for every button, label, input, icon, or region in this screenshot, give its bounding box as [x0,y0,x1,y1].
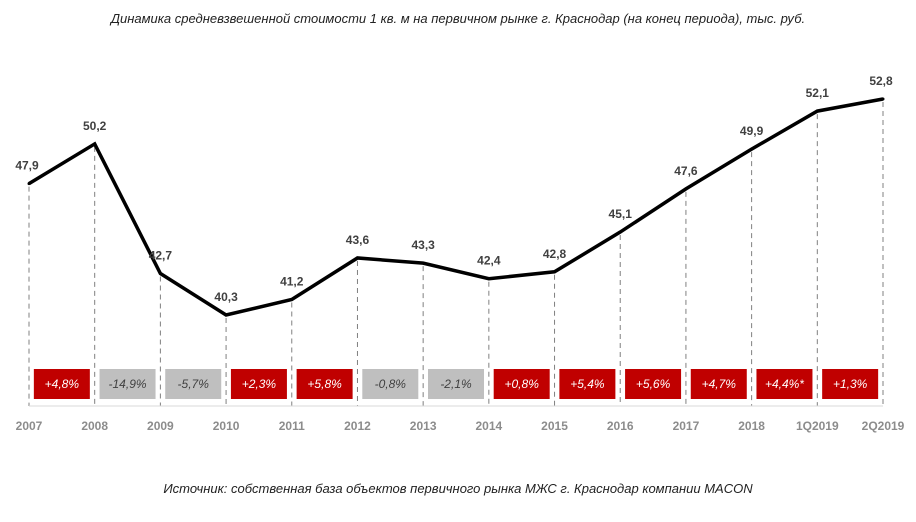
x-tick-2007: 2007 [16,419,43,433]
change-label: +4,8% [45,377,80,391]
value-label-2013: 43,3 [411,238,435,252]
value-label-2017: 47,6 [674,164,698,178]
value-label-2010: 40,3 [214,290,238,304]
value-label-2012: 43,6 [346,233,370,247]
data-point-2011 [290,297,294,301]
x-tick-2011: 2011 [279,419,305,433]
change-label: +4,7% [702,377,737,391]
x-tick-2016: 2016 [607,419,634,433]
x-tick-2Q2019: 2Q2019 [862,419,905,433]
change-label: -0,8% [375,377,407,391]
value-label-2016: 45,1 [609,207,633,221]
value-label-2009: 42,7 [149,249,173,263]
value-label-2008: 50,2 [83,119,107,133]
value-label-2Q2019: 52,8 [869,74,893,88]
x-tick-2009: 2009 [147,419,174,433]
x-tick-2010: 2010 [213,419,240,433]
chart-title: Динамика средневзвешенной стоимости 1 кв… [110,11,806,26]
change-box [690,369,747,399]
change-label: +5,4% [570,377,605,391]
change-box [230,369,287,399]
change-label: +4,4%* [765,377,804,391]
x-tick-2015: 2015 [541,419,568,433]
change-label: +2,3% [242,377,277,391]
x-tick-2012: 2012 [344,419,371,433]
value-label-2007: 47,9 [15,159,39,173]
change-box [625,369,682,399]
change-label: +5,6% [636,377,671,391]
change-box [756,369,813,399]
change-label: +1,3% [833,377,868,391]
guide-lines [28,102,884,406]
data-point-1Q2019 [815,109,819,113]
x-tick-2008: 2008 [81,419,108,433]
x-tick-labels: 2007 2008 2009 2010 2011 2012 2013 2014 2015 2016… [16,419,905,433]
x-tick-2017: 2017 [673,419,700,433]
change-box [296,369,353,399]
value-label-2015: 42,8 [543,247,567,261]
series-line [28,97,884,317]
change-box [362,369,419,399]
change-box [428,369,484,399]
value-label-1Q2019: 52,1 [806,86,830,100]
change-box [99,369,156,399]
data-point-2013 [421,261,425,265]
data-point-2017 [684,187,688,191]
change-box [559,369,616,399]
data-point-2018 [750,147,754,151]
change-label: -5,7% [178,377,210,391]
change-box [493,369,550,399]
x-tick-2014: 2014 [475,419,502,433]
data-point-2007 [27,182,31,186]
change-label: +0,8% [505,377,540,391]
chart-source: Источник: собственная база объектов перв… [163,481,753,496]
value-labels: 47,9 50,2 42,7 40,3 41,2 43,6 43,3 42,4 42,8 45,1… [15,74,893,304]
change-box [822,369,879,399]
change-label: -14,9% [109,377,147,391]
change-box [165,369,222,399]
x-tick-2018: 2018 [738,419,765,433]
data-point-2Q2019 [881,97,885,101]
change-box [33,369,90,399]
value-label-2011: 41,2 [280,274,304,288]
value-label-2018: 49,9 [740,124,764,138]
change-label: -2,1% [440,377,472,391]
data-point-2010 [224,313,228,317]
x-tick-2013: 2013 [410,419,437,433]
data-point-2008 [93,142,97,146]
price-series [27,97,885,317]
data-point-2012 [355,256,359,260]
change-label: +5,8% [307,377,342,391]
data-point-2015 [553,270,557,274]
data-point-2009 [158,272,162,276]
data-point-2014 [487,277,491,281]
change-boxes: +4,8% -14,9% -5,7% +2,3% +5,8% -0,8% -2,1% +0,8… [33,369,879,399]
x-tick-1Q2019: 1Q2019 [796,419,839,433]
value-label-2014: 42,4 [477,254,501,268]
data-point-2016 [618,230,622,234]
